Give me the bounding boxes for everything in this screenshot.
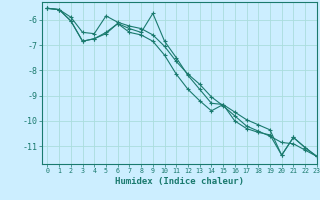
- X-axis label: Humidex (Indice chaleur): Humidex (Indice chaleur): [115, 177, 244, 186]
